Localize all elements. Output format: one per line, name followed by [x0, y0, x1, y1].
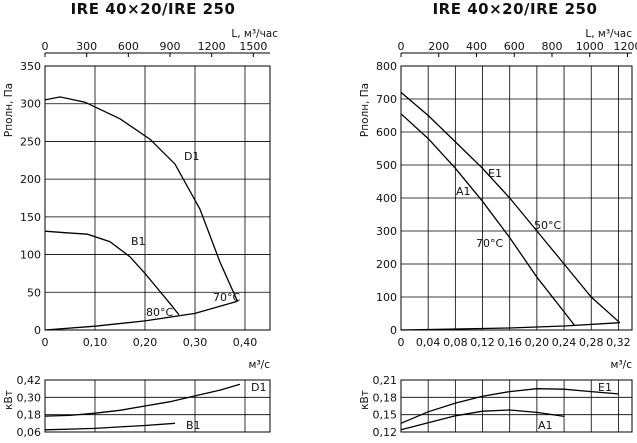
left-top-axis-label: L, м³/час	[231, 28, 278, 40]
right-y-tick-label: 500	[376, 159, 397, 172]
right-top-tick-label: 800	[541, 40, 562, 53]
right-power-y-label: кВт	[359, 390, 371, 410]
left-x-tick-label: 0,40	[233, 336, 258, 349]
right-power-curve-a1	[400, 409, 565, 431]
right-label-70c: 70°C	[476, 237, 503, 250]
left-x-tick-label: 0	[42, 336, 49, 349]
right-top-tick-label: 200	[428, 40, 449, 53]
left-y-tick-label: 150	[20, 211, 41, 224]
left-y-tick-label: 50	[27, 286, 41, 299]
left-power-y-tick-label: 0,06	[17, 426, 42, 439]
right-y-tick-label: 700	[376, 93, 397, 106]
right-chart: IRE 40×20/IRE 250 L, м³/час Pполн, Па м³…	[359, 0, 637, 439]
left-label-70c: 70°C	[213, 291, 240, 304]
right-x-tick-label: 0,16	[497, 336, 522, 349]
right-top-tick-label: 600	[504, 40, 525, 53]
right-x-tick-label: 0,32	[606, 336, 631, 349]
right-y-tick-label: 100	[376, 291, 397, 304]
left-x-tick-label: 0,10	[83, 336, 108, 349]
right-x-tick-label: 0,12	[470, 336, 495, 349]
left-y-tick-label: 250	[20, 135, 41, 148]
left-top-tick-label: 1500	[239, 40, 267, 53]
right-label-50c: 50°C	[534, 219, 561, 232]
right-x-axis-label: м³/с	[611, 359, 633, 371]
right-top-tick-label: 1000	[576, 40, 604, 53]
left-power-frame	[44, 379, 271, 433]
right-power-frame	[400, 379, 633, 433]
left-top-tick-label: 0	[42, 40, 49, 53]
left-curve-system-2	[44, 300, 238, 331]
right-curve-a1	[400, 113, 575, 326]
left-top-tick-label: 1200	[198, 40, 226, 53]
right-curve-e1	[400, 91, 621, 324]
left-y-tick-label: 100	[20, 249, 41, 262]
right-x-tick-label: 0,28	[579, 336, 604, 349]
left-label-d1: D1	[184, 150, 199, 163]
left-power-y-tick-label: 0,30	[17, 391, 42, 404]
left-x-tick-label: 0,20	[133, 336, 158, 349]
right-y-tick-label: 200	[376, 258, 397, 271]
left-power-y-tick-label: 0,42	[17, 374, 42, 387]
left-y-tick-label: 200	[20, 173, 41, 186]
left-y-tick-label: 350	[20, 60, 41, 73]
right-power-label-e1: E1	[598, 381, 612, 394]
left-top-tick-label: 300	[76, 40, 97, 53]
right-power-label-a1: A1	[538, 419, 553, 432]
left-x-axis-label: м³/с	[249, 359, 271, 371]
left-label-80c: 80°C	[146, 306, 173, 319]
left-y-tick-label: 0	[34, 324, 41, 337]
right-power-y-tick-label: 0,15	[373, 409, 398, 422]
left-power-label-d1: D1	[251, 381, 266, 394]
right-x-tick-label: 0,08	[443, 336, 468, 349]
right-power-curve-e1	[400, 388, 619, 424]
left-power-label-b1: B1	[186, 419, 201, 432]
left-power-curve-b1	[44, 422, 176, 431]
right-main-plot: 0 0,04 0,08 0,12 0,16 0,20 0,24 0,28 0,32 0 100 200…	[376, 40, 637, 349]
right-power-y-tick-label: 0,18	[373, 391, 398, 404]
left-y-axis-label: Pполн, Па	[3, 83, 15, 137]
left-label-b1: B1	[131, 235, 146, 248]
left-power-y-tick-label: 0,18	[17, 409, 42, 422]
right-y-tick-label: 600	[376, 126, 397, 139]
left-power-plot: 0,06 0,18 0,30 0,42	[17, 374, 271, 439]
right-top-tick-label: 1200	[613, 40, 637, 53]
right-y-tick-label: 800	[376, 60, 397, 73]
left-chart: IRE 40×20/IRE 250 L, м³/час Pполн, Па м³…	[3, 0, 278, 439]
right-y-tick-label: 0	[390, 324, 397, 337]
left-y-tick-label: 300	[20, 98, 41, 111]
left-top-tick-label: 600	[118, 40, 139, 53]
left-curve-b1	[44, 230, 180, 316]
left-curve-d1	[44, 96, 239, 302]
right-power-plot: 0,12 0,15 0,18 0,21	[373, 374, 633, 439]
left-chart-title: IRE 40×20/IRE 250	[71, 0, 236, 18]
right-label-a1: A1	[456, 185, 471, 198]
right-y-axis-label: Pполн, Па	[359, 83, 371, 137]
left-power-curve-d1	[44, 383, 241, 417]
left-top-tick-label: 900	[160, 40, 181, 53]
right-power-y-tick-label: 0,21	[373, 374, 398, 387]
right-label-e1: E1	[488, 167, 502, 180]
left-x-tick-label: 0,30	[183, 336, 208, 349]
right-top-axis-label: L, м³/час	[585, 28, 632, 40]
right-curve-system-2	[400, 322, 620, 331]
right-power-y-tick-label: 0,12	[373, 426, 398, 439]
right-x-tick-label: 0,24	[552, 336, 577, 349]
right-chart-title: IRE 40×20/IRE 250	[433, 0, 598, 18]
right-x-tick-label: 0,20	[525, 336, 550, 349]
right-y-tick-label: 300	[376, 225, 397, 238]
right-x-tick-label: 0,04	[416, 336, 441, 349]
right-top-tick-label: 0	[398, 40, 405, 53]
right-y-tick-label: 400	[376, 192, 397, 205]
right-top-tick-label: 400	[466, 40, 487, 53]
right-x-tick-label: 0	[398, 336, 405, 349]
left-power-y-label: кВт	[3, 390, 15, 410]
